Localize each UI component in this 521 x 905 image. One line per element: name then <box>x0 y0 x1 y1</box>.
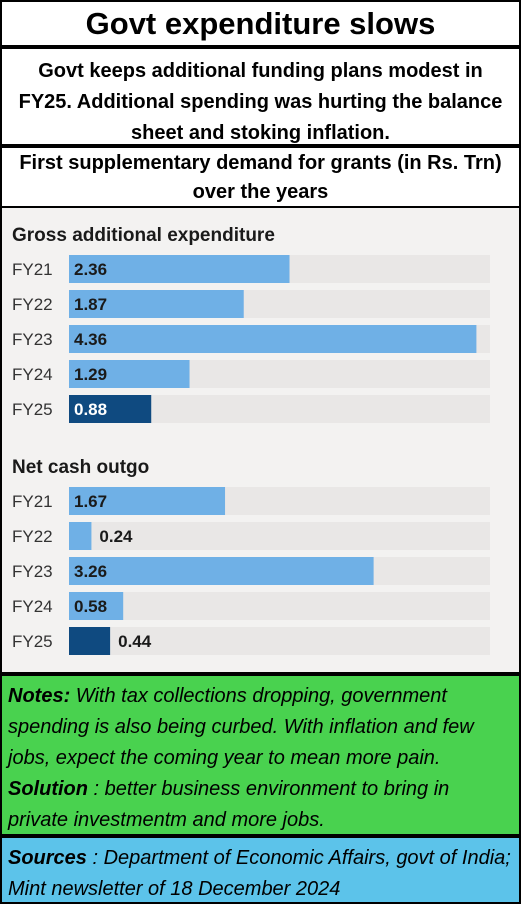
value-label: 0.58 <box>74 597 107 616</box>
value-label: 3.26 <box>74 562 107 581</box>
chart-title: First supplementary demand for grants (i… <box>19 152 502 203</box>
bar <box>69 360 190 388</box>
value-label: 1.87 <box>74 295 107 314</box>
value-label: 4.36 <box>74 330 107 349</box>
value-label: 0.24 <box>99 527 133 546</box>
notes-body: With tax collections dropping, governmen… <box>8 685 474 769</box>
page-title: Govt expenditure slows <box>85 5 436 41</box>
category-label: FY25 <box>12 632 53 651</box>
bar-chart: Gross additional expenditure FY21 2.36 FY22… <box>12 225 490 655</box>
solution-body: : better business environment to bring i… <box>8 778 450 831</box>
chart-panel: Gross additional expenditure FY21 2.36 FY22… <box>0 208 521 674</box>
bar <box>69 325 477 353</box>
sources-text: Sources : Department of Economic Affairs… <box>8 843 513 905</box>
sources-panel: Sources : Department of Economic Affairs… <box>0 836 521 904</box>
category-label: FY21 <box>12 492 53 511</box>
category-label: FY22 <box>12 527 53 546</box>
category-label: FY21 <box>12 260 53 279</box>
bar <box>69 487 226 515</box>
notes-label: Notes: <box>8 685 71 707</box>
notes-text: Notes: With tax collections dropping, go… <box>8 681 513 774</box>
subtitle-panel: Govt keeps additional funding plans mode… <box>0 47 521 146</box>
value-label: 0.44 <box>118 632 152 651</box>
chart-title-panel: First supplementary demand for grants (i… <box>0 146 521 208</box>
category-label: FY23 <box>12 562 53 581</box>
value-label: 2.36 <box>74 260 107 279</box>
category-label: FY23 <box>12 330 53 349</box>
panel-2-title: Net cash outgo <box>12 457 149 478</box>
category-label: FY24 <box>12 597 53 616</box>
value-label: 1.29 <box>74 365 107 384</box>
bar <box>69 290 244 318</box>
category-label: FY24 <box>12 365 53 384</box>
bar-track <box>69 522 490 550</box>
subtitle: Govt keeps additional funding plans mode… <box>18 60 503 144</box>
sources-body: : Department of Economic Affairs, govt o… <box>8 847 511 900</box>
sources-label: Sources <box>8 847 87 869</box>
solution-text: Solution : better business environment t… <box>8 774 513 836</box>
bar <box>69 627 111 655</box>
bar <box>69 592 124 620</box>
panel-1-title: Gross additional expenditure <box>12 225 275 246</box>
value-label: 0.88 <box>74 400 107 419</box>
bar <box>69 255 290 283</box>
bar-track <box>69 592 490 620</box>
bar <box>69 522 92 550</box>
category-label: FY25 <box>12 400 53 419</box>
title-panel: Govt expenditure slows <box>0 0 521 47</box>
category-label: FY22 <box>12 295 53 314</box>
bar <box>69 395 152 423</box>
bar <box>69 557 374 585</box>
solution-label: Solution <box>8 778 88 800</box>
value-label: 1.67 <box>74 492 107 511</box>
notes-panel: Notes: With tax collections dropping, go… <box>0 674 521 836</box>
bar-track <box>69 627 490 655</box>
